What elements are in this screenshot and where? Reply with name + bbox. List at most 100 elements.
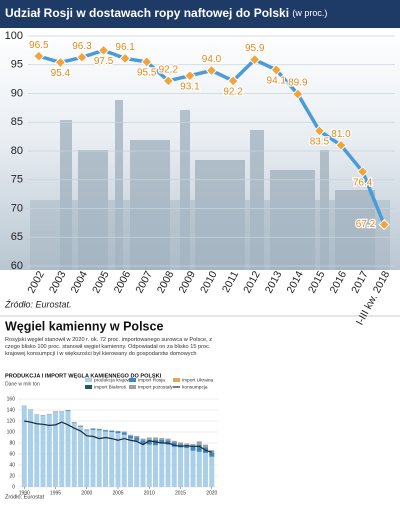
bar-segment xyxy=(109,432,115,487)
bar-segment xyxy=(109,430,115,431)
bar-segment xyxy=(78,425,83,426)
value-label: 97.5 xyxy=(94,56,114,67)
bar-segment xyxy=(59,411,65,412)
bar-segment xyxy=(28,410,33,487)
bar-segment xyxy=(115,431,121,434)
y-tick-label: 60 xyxy=(11,260,23,272)
bar-segment xyxy=(146,437,152,440)
chart-title: PRODUKCJA I IMPORT WĘGLA KAMIENNEGO DO P… xyxy=(5,373,162,379)
bar-segment xyxy=(65,410,71,411)
bar-segment xyxy=(203,444,208,448)
bar-segment xyxy=(153,445,158,487)
bar-segment xyxy=(115,433,121,487)
bar-segment xyxy=(184,443,190,446)
legend-swatch xyxy=(129,385,136,389)
bar-segment xyxy=(84,429,90,430)
marker xyxy=(205,64,218,77)
bar-segment xyxy=(209,452,215,457)
bar-segment xyxy=(171,446,177,487)
legend-label: import Ukraina xyxy=(182,377,214,383)
x-tick-label: 2009 xyxy=(176,269,198,295)
y-tick-label: 95 xyxy=(11,59,23,71)
value-label: 83.5 xyxy=(310,137,330,148)
bar-segment xyxy=(184,447,190,487)
bar-segment xyxy=(121,431,127,433)
x-tick-label: 2017 xyxy=(349,269,371,295)
x-tick-label: 2012 xyxy=(241,269,263,295)
bar-segment xyxy=(209,456,215,487)
bar-segment xyxy=(196,444,202,452)
y-tick-label: 100 xyxy=(5,30,23,42)
y-tick-label: 140 xyxy=(7,407,16,413)
x-tick-label: 2010 xyxy=(144,490,155,496)
legend-label: konsumpcja xyxy=(182,384,208,390)
value-label: 94.1 xyxy=(267,76,287,87)
marker xyxy=(335,139,347,151)
bar-segment xyxy=(128,438,133,487)
value-label: 92.2 xyxy=(223,86,243,97)
value-label: 95.9 xyxy=(245,43,265,54)
marker xyxy=(54,56,67,69)
x-tick-label: 2015 xyxy=(306,269,328,295)
description: Rosyjski węgiel stanowił w 2020 r. ok. 7… xyxy=(5,337,213,357)
bar-segment xyxy=(78,425,83,427)
marker xyxy=(248,53,261,66)
bar-segment xyxy=(103,430,108,432)
bar-segment xyxy=(90,429,96,487)
bar-segment xyxy=(140,444,146,487)
bar-segment xyxy=(59,411,65,487)
value-label: 96.5 xyxy=(29,40,49,51)
legend-swatch xyxy=(129,378,136,382)
y-tick-label: 80 xyxy=(11,145,23,157)
bar-segment xyxy=(34,414,40,487)
bar-segment xyxy=(78,426,83,487)
title: Udział Rosji w dostawach ropy naftowej d… xyxy=(5,6,327,20)
marker xyxy=(76,51,88,63)
value-label: 92.2 xyxy=(159,64,179,75)
value-label: 67.2 xyxy=(356,219,376,230)
y-tick-label: 85 xyxy=(11,116,23,128)
bar-segment xyxy=(21,405,27,407)
y-tick-label: 75 xyxy=(11,174,23,186)
refinery-illustration xyxy=(30,100,390,270)
bar-segment xyxy=(196,451,202,487)
x-tick-label: 2008 xyxy=(155,269,177,295)
x-tick-label: 1995 xyxy=(50,490,61,496)
bar-segment xyxy=(40,415,46,487)
x-tick-label: 1990 xyxy=(19,490,30,496)
bar-segment xyxy=(159,443,165,487)
marker xyxy=(184,69,196,82)
bar-segment xyxy=(190,450,196,487)
marker xyxy=(270,64,282,76)
marker xyxy=(97,44,110,57)
marker xyxy=(119,52,131,65)
bar-segment xyxy=(96,428,102,430)
y-tick-label: 20 xyxy=(9,473,15,479)
marker xyxy=(356,165,369,178)
x-tick-label: 2000 xyxy=(81,490,92,496)
y-tick-label: 60 xyxy=(9,451,15,457)
y-tick-label: 120 xyxy=(7,418,16,424)
x-tick-label: 2005 xyxy=(90,269,112,295)
bar-segment xyxy=(65,410,71,412)
y-tick-label: 40 xyxy=(9,462,15,468)
bar-segment xyxy=(196,441,202,445)
title-unit: (w proc.) xyxy=(292,8,327,18)
y-tick-label: 65 xyxy=(11,231,23,243)
bar-segment xyxy=(134,435,140,438)
x-tick-label: 2013 xyxy=(263,269,285,295)
bar-segment xyxy=(115,430,121,432)
bar-segment xyxy=(96,430,102,487)
legend-label: import Rosja xyxy=(138,377,165,383)
x-tick-label: 2005 xyxy=(112,490,123,496)
bar-segment xyxy=(121,434,127,487)
bar-segment xyxy=(146,444,152,487)
marker xyxy=(33,50,45,62)
value-label: 96.3 xyxy=(72,41,92,52)
title-main: Udział Rosji w dostawach ropy naftowej d… xyxy=(5,6,289,20)
value-label: 96.1 xyxy=(115,42,135,53)
x-tick-label: 2006 xyxy=(112,269,134,295)
x-tick-label: 2007 xyxy=(133,269,155,295)
marker xyxy=(292,88,304,100)
